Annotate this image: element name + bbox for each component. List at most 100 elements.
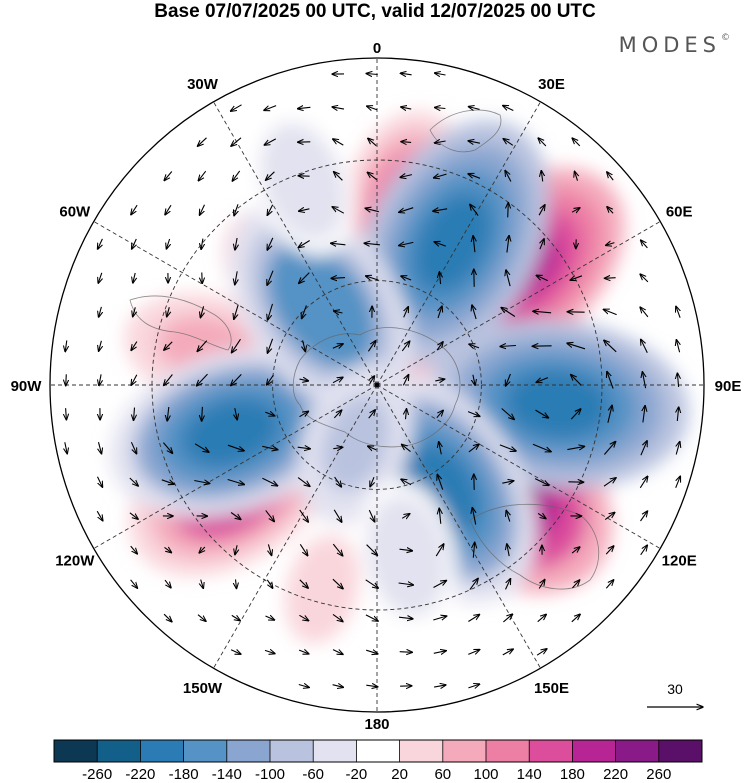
- south-america-coastline: [129, 295, 232, 351]
- meridian-line: [213, 384, 378, 669]
- wind-arrow: [400, 175, 413, 178]
- wind-arrow: [130, 579, 138, 588]
- wind-arrow: [366, 74, 378, 75]
- wind-arrow: [299, 509, 309, 522]
- graticule: [50, 58, 704, 712]
- wind-arrow: [604, 278, 616, 279]
- wind-arrow: [677, 373, 678, 387]
- longitude-label: 180: [364, 716, 389, 733]
- wind-arrow: [161, 479, 174, 484]
- wind-arrow: [537, 513, 546, 518]
- australia-coastline: [469, 503, 599, 590]
- wind-arrow: [507, 236, 509, 253]
- wind-arrow: [199, 546, 205, 553]
- wind-arrow: [401, 341, 409, 352]
- wind-arrow: [198, 137, 207, 146]
- wind-arrow: [508, 203, 509, 218]
- wind-arrow: [194, 481, 209, 484]
- wind-arrow: [473, 542, 474, 558]
- wind-arrow: [333, 139, 344, 146]
- wind-arrow: [604, 340, 617, 353]
- wind-arrow: [194, 443, 209, 452]
- wind-arrow: [676, 306, 680, 318]
- wind-arrow: [398, 583, 414, 585]
- anomaly-contour: [332, 410, 380, 476]
- wind-arrow: [640, 307, 649, 318]
- wind-arrow: [200, 306, 203, 317]
- wind-arrow: [535, 409, 549, 418]
- wind-arrow: [538, 138, 547, 147]
- wind-arrow: [227, 444, 244, 451]
- wind-arrow: [66, 374, 67, 385]
- meridian-line: [93, 384, 378, 549]
- wind-arrow: [401, 276, 412, 280]
- wind-arrow: [333, 447, 342, 448]
- wind-arrow: [98, 238, 103, 249]
- wind-arrow: [439, 272, 440, 285]
- wind-arrow: [439, 508, 441, 524]
- wind-arrow: [334, 311, 343, 313]
- colorbar-swatch: [658, 740, 703, 762]
- wind-arrow: [538, 205, 545, 216]
- wind-arrow: [302, 305, 307, 318]
- wind-arrow: [607, 372, 614, 389]
- wind-arrow: [473, 374, 475, 385]
- wind-arrow: [365, 208, 379, 211]
- wind-arrow: [506, 510, 510, 522]
- colorbar-label: 60: [434, 766, 451, 783]
- longitude-label: 120W: [55, 553, 95, 570]
- wind-arrow: [677, 407, 678, 422]
- anomaly-contour: [303, 561, 341, 617]
- wind-arrow: [332, 207, 345, 214]
- colorbar-label: 220: [603, 766, 628, 783]
- wind-arrow: [505, 579, 511, 590]
- wind-arrow: [640, 511, 648, 522]
- wind-arrow: [400, 73, 412, 75]
- wind-arrow: [299, 272, 310, 284]
- anomaly-layer: [110, 107, 689, 658]
- wind-arrow: [99, 442, 102, 454]
- wind-arrow: [201, 238, 203, 250]
- wind-arrow: [236, 579, 237, 588]
- wind-arrow: [234, 204, 238, 215]
- colorbar-swatch: [54, 740, 98, 762]
- wind-arrow: [570, 276, 583, 280]
- colorbar-swatch: [226, 740, 271, 762]
- wind-arrow: [435, 379, 444, 381]
- longitude-label: 60E: [666, 204, 693, 221]
- wind-arrow: [235, 408, 237, 420]
- wind-arrow: [262, 446, 277, 449]
- wind-arrow: [401, 479, 412, 486]
- longitude-label: 90W: [11, 378, 43, 395]
- colorbar-swatch: [615, 740, 660, 762]
- wind-arrow: [575, 171, 578, 181]
- wind-arrow: [364, 243, 380, 245]
- wind-arrow: [97, 476, 103, 487]
- wind-arrow: [368, 446, 377, 450]
- wind-arrow: [201, 579, 204, 589]
- wind-arrow: [572, 138, 581, 147]
- wind-arrow: [438, 306, 442, 319]
- wind-arrow: [134, 407, 135, 421]
- wind-arrow: [299, 544, 307, 555]
- wind-arrow: [130, 545, 138, 554]
- wind-arrow: [130, 441, 136, 454]
- wind-arrow: [366, 544, 378, 556]
- wind-arrow: [470, 204, 479, 216]
- wind-arrow: [266, 579, 272, 588]
- colorbar-swatch: [572, 740, 616, 762]
- colorbar: -260 -220 -180 -140 -100 -60 -20 20 60 100 140 180 2…: [53, 739, 703, 783]
- wind-arrow: [231, 137, 242, 146]
- wind-vectors: [65, 73, 681, 688]
- wind-arrow: [298, 240, 310, 248]
- wind-arrow: [65, 442, 67, 453]
- wind-arrow: [162, 442, 172, 454]
- wind-arrow: [230, 650, 241, 654]
- wind-arrow: [434, 242, 446, 246]
- wind-arrow: [163, 613, 172, 622]
- colorbar-frame: [53, 739, 703, 763]
- wind-arrow: [262, 477, 277, 486]
- wind-arrow: [299, 411, 309, 418]
- wind-arrow: [639, 476, 647, 489]
- colorbar-label: 140: [517, 766, 542, 783]
